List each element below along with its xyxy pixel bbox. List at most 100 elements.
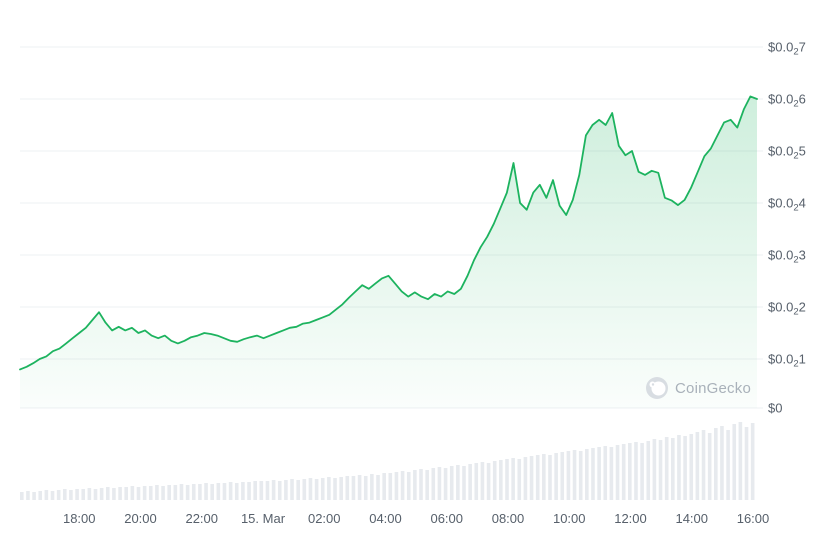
volume-bar [124, 487, 129, 500]
volume-bar [210, 484, 214, 500]
volume-bar [664, 437, 669, 500]
x-axis-label: 18:00 [63, 511, 96, 526]
y-axis-label: $0.024 [768, 196, 806, 214]
y-axis-label: $0.025 [768, 144, 806, 162]
volume-bar [118, 487, 122, 500]
volume-bar [370, 474, 374, 500]
volume-bar [204, 483, 208, 500]
volume-bar [222, 483, 227, 500]
volume-bar [241, 482, 245, 500]
volume-bar [634, 442, 638, 500]
volume-bar [529, 456, 534, 500]
volume-bar [671, 438, 675, 500]
volume-bar [615, 445, 620, 500]
volume-bar [689, 434, 694, 500]
volume-bar [69, 490, 73, 500]
x-axis-label: 22:00 [185, 511, 218, 526]
volume-bar [308, 478, 313, 500]
x-axis-label: 10:00 [553, 511, 586, 526]
y-axis-label: $0.023 [768, 248, 806, 266]
y-axis-label: $0.021 [768, 352, 806, 370]
y-axis-label: $0.026 [768, 92, 806, 110]
volume-bar [50, 491, 55, 500]
volume-bar [406, 472, 411, 500]
volume-bar [112, 488, 116, 500]
volume-bar [726, 430, 730, 500]
volume-bar [750, 423, 755, 500]
volume-bar [284, 480, 288, 500]
volume-bar [394, 472, 399, 500]
volume-bar [198, 484, 202, 500]
volume-bar [142, 486, 147, 500]
volume-bar [677, 435, 681, 500]
volume-bar [185, 485, 190, 500]
volume-bar [456, 465, 460, 500]
volume-bar [542, 454, 546, 500]
volume-bar [376, 475, 380, 500]
volume-bar [382, 473, 386, 500]
volume-bar [296, 480, 300, 500]
y-axis-label: $0.027 [768, 40, 806, 58]
volume-bar [400, 471, 405, 500]
volume-bar [597, 447, 601, 500]
volume-bar [548, 455, 552, 500]
volume-bar [443, 468, 448, 500]
volume-bar [99, 488, 104, 500]
volume-bar [388, 473, 393, 500]
volume-bar [56, 490, 61, 500]
volume-bar [351, 476, 356, 500]
volume-bar [327, 477, 331, 500]
volume-bar [572, 450, 577, 500]
volume-bar [173, 485, 178, 500]
x-axis-label: 12:00 [614, 511, 647, 526]
volume-bar [87, 488, 92, 500]
volume-bar [492, 461, 497, 500]
x-axis-label: 04:00 [369, 511, 402, 526]
volume-bar [357, 475, 362, 500]
volume-bar [75, 489, 79, 500]
volume-bar [566, 451, 571, 500]
volume-bar [462, 466, 466, 500]
volume-bar [363, 476, 368, 500]
volume-bar [136, 487, 141, 500]
volume-bar [155, 485, 159, 500]
volume-bar [259, 481, 264, 500]
volume-bar [216, 483, 221, 500]
volume-bar [738, 422, 743, 500]
volume-bar [191, 484, 196, 500]
volume-bar [652, 439, 657, 500]
volume-bar [302, 479, 307, 500]
volume-bar [253, 481, 257, 500]
volume-bar [732, 424, 737, 500]
volume-bar [468, 464, 472, 500]
volume-bar [320, 478, 325, 500]
volume-bar [720, 426, 724, 500]
volume-bar [486, 463, 491, 500]
volume-bar [474, 463, 479, 500]
volume-bar [437, 467, 442, 500]
volume-bar [290, 479, 294, 500]
volume-bar [517, 459, 522, 500]
volume-bar [413, 470, 417, 500]
volume-bar [658, 440, 663, 500]
x-axis-label: 16:00 [737, 511, 770, 526]
volume-bar [44, 490, 49, 500]
volume-bar [38, 491, 43, 500]
volume-bar [628, 443, 632, 500]
price-line [19, 95, 758, 371]
volume-bar [148, 486, 153, 500]
volume-bar [247, 482, 251, 500]
volume-bar [431, 468, 436, 500]
volume-bar [499, 460, 503, 500]
x-axis-label: 20:00 [124, 511, 157, 526]
x-axis-label: 14:00 [675, 511, 708, 526]
price-area-fill [20, 96, 757, 409]
x-axis-label: 02:00 [308, 511, 341, 526]
volume-bar [81, 489, 86, 500]
volume-bar [20, 492, 24, 500]
volume-bar [26, 491, 30, 500]
volume-bar [707, 433, 712, 500]
volume-bar [511, 458, 515, 500]
